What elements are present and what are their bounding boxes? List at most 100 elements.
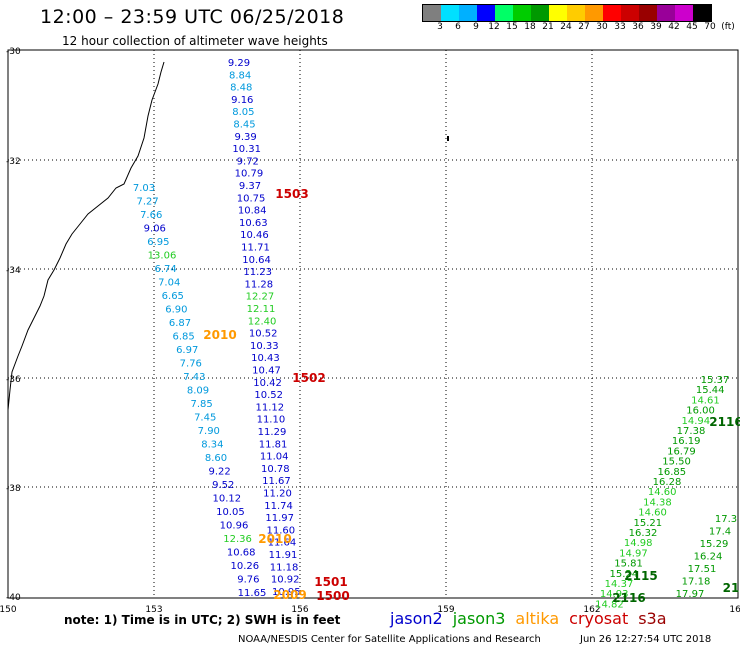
swh-value: 17.38 bbox=[677, 426, 706, 437]
colorbar-label: 39 bbox=[650, 22, 662, 32]
swh-value: 6.95 bbox=[147, 237, 169, 248]
swh-value: 10.46 bbox=[240, 230, 269, 241]
swh-value: 9.37 bbox=[239, 181, 261, 192]
swh-value: 16.79 bbox=[667, 446, 696, 457]
swh-value: 8.84 bbox=[229, 70, 251, 81]
swh-value: 10.92 bbox=[271, 575, 300, 586]
swh-value: 10.52 bbox=[254, 390, 283, 401]
colorbar-swatch bbox=[549, 5, 567, 21]
footer-credit: NOAA/NESDIS Center for Satellite Applica… bbox=[238, 634, 541, 645]
colorbar-label: 6 bbox=[455, 22, 461, 32]
chart-subtitle: 12 hour collection of altimeter wave hei… bbox=[62, 34, 328, 48]
swh-value: 11.28 bbox=[244, 279, 273, 290]
swh-value: 11.23 bbox=[243, 267, 272, 278]
swh-value: 11.65 bbox=[238, 588, 267, 599]
swh-value: 15.24 bbox=[609, 569, 638, 580]
swh-value: 16.19 bbox=[672, 436, 701, 447]
swh-value: 7.66 bbox=[140, 210, 162, 221]
swh-value: 17.18 bbox=[682, 577, 711, 588]
swh-value: 7.90 bbox=[198, 426, 220, 437]
colorbar-swatch bbox=[639, 5, 657, 21]
swh-value: 10.12 bbox=[212, 494, 241, 505]
swh-value: 14.97 bbox=[619, 548, 648, 559]
jason3-pass-label: 2116 bbox=[709, 415, 740, 429]
swh-value: 14.61 bbox=[691, 395, 720, 406]
swh-value: 10.47 bbox=[252, 366, 281, 377]
satellite-legend-altika: altika bbox=[515, 609, 560, 628]
swh-value: 6.74 bbox=[154, 264, 176, 275]
satellite-legend: jason2 jason3 altika cryosat s3a bbox=[390, 609, 677, 628]
longitude-label: 159 bbox=[437, 605, 454, 615]
latitude-label: -40 bbox=[6, 593, 21, 603]
swh-value: 15.37 bbox=[701, 375, 730, 386]
swh-value: 14.94 bbox=[681, 416, 710, 427]
swh-value: 15.50 bbox=[662, 457, 691, 468]
satellite-legend-s3a: s3a bbox=[638, 609, 667, 628]
swh-value: 14.98 bbox=[624, 538, 653, 549]
colorbar-label: 42 bbox=[668, 22, 680, 32]
longitude-label: 165 bbox=[729, 605, 740, 615]
swh-value: 11.10 bbox=[257, 415, 286, 426]
swh-value: 7.45 bbox=[194, 413, 216, 424]
colorbar-swatch bbox=[441, 5, 459, 21]
colorbar-swatch bbox=[459, 5, 477, 21]
swh-value: 17.4 bbox=[709, 527, 731, 538]
swh-value: 8.45 bbox=[233, 120, 255, 131]
swh-value: 10.33 bbox=[250, 341, 279, 352]
colorbar-label: 70 bbox=[704, 22, 716, 32]
swh-value: 7.85 bbox=[190, 399, 212, 410]
swh-value: 16.24 bbox=[694, 552, 723, 563]
swh-value: 9.22 bbox=[208, 467, 230, 478]
swh-value: 10.63 bbox=[239, 218, 268, 229]
swh-value: 17.51 bbox=[688, 564, 717, 575]
swh-value: 12.36 bbox=[223, 534, 252, 545]
colorbar-label: 18 bbox=[524, 22, 536, 32]
latitude-label: -34 bbox=[6, 266, 21, 276]
swh-value: 10.84 bbox=[238, 206, 267, 217]
swh-value: 8.05 bbox=[232, 107, 254, 118]
swh-value: 13.06 bbox=[148, 251, 177, 262]
swh-value: 6.90 bbox=[165, 305, 187, 316]
swh-value: 16.00 bbox=[686, 406, 715, 417]
swh-value: 14.93 bbox=[600, 589, 629, 600]
swh-value: 6.85 bbox=[172, 332, 194, 343]
swh-value: 7.76 bbox=[180, 359, 202, 370]
swh-value: 15.21 bbox=[633, 518, 662, 529]
swh-value: 10.78 bbox=[261, 464, 290, 475]
swh-value: 6.65 bbox=[162, 291, 184, 302]
swh-value: 9.16 bbox=[231, 95, 253, 106]
swh-value: 11.67 bbox=[262, 476, 291, 487]
swh-value: 11.81 bbox=[259, 439, 288, 450]
wave-height-colorbar bbox=[422, 4, 712, 22]
latitude-label: -38 bbox=[6, 484, 21, 494]
longitude-label: 156 bbox=[291, 605, 308, 615]
swh-value: 11.97 bbox=[265, 513, 294, 524]
colorbar-label: 27 bbox=[578, 22, 590, 32]
swh-value: 7.27 bbox=[136, 197, 158, 208]
swh-value: 15.44 bbox=[696, 385, 725, 396]
colorbar-label: 12 bbox=[488, 22, 500, 32]
swh-value: 15.29 bbox=[700, 539, 729, 550]
map-frame bbox=[7, 49, 739, 599]
swh-value: 7.03 bbox=[133, 183, 155, 194]
colorbar-swatch bbox=[657, 5, 675, 21]
colorbar-label: 30 bbox=[596, 22, 608, 32]
swh-value: 9.52 bbox=[212, 480, 234, 491]
colorbar-label: 33 bbox=[614, 22, 626, 32]
swh-value: 11.64 bbox=[268, 538, 297, 549]
swh-value: 11.60 bbox=[266, 525, 295, 536]
swh-value: 12.27 bbox=[246, 292, 275, 303]
swh-value: 10.52 bbox=[249, 329, 278, 340]
swh-value: 15.81 bbox=[614, 559, 643, 570]
swh-value: 10.96 bbox=[220, 521, 249, 532]
cryosat-pass-label: 1500 bbox=[316, 589, 349, 603]
swh-value: 12.40 bbox=[248, 316, 277, 327]
footer-timestamp: Jun 26 12:27:54 UTC 2018 bbox=[580, 634, 712, 645]
swh-value: 8.60 bbox=[205, 453, 227, 464]
swh-value: 7.43 bbox=[183, 372, 205, 383]
jason3-pass-label: 2116 bbox=[612, 591, 645, 605]
swh-value: 11.71 bbox=[241, 243, 270, 254]
satellite-legend-jason2: jason2 bbox=[390, 609, 443, 628]
swh-value: 11.18 bbox=[270, 562, 299, 573]
